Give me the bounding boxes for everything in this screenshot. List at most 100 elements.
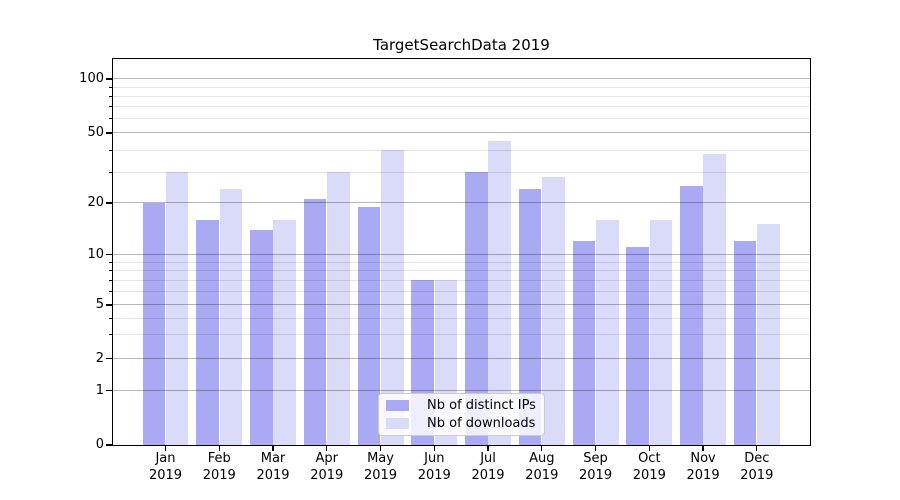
y-tick-label-10: 10: [87, 246, 104, 262]
legend-label-downloads: Nb of downloads: [427, 416, 536, 431]
legend-item-distinct-ips: Nb of distinct IPs: [386, 398, 536, 413]
y-minor-tick-4: [109, 317, 113, 319]
gridline-minor-70: [112, 106, 811, 108]
y-tick-1: [106, 389, 113, 392]
bar-downloads-may: [380, 150, 404, 446]
bar-ips-jul: [465, 172, 488, 446]
chart-title: TargetSearchData 2019: [373, 36, 550, 54]
bar-ips-may: [357, 206, 381, 446]
gridline-minor-3: [112, 334, 811, 336]
bar-downloads-oct: [649, 219, 673, 446]
legend-swatch-downloads: [386, 418, 409, 429]
gridline-minor-30: [112, 171, 811, 173]
y-minor-tick-70: [109, 106, 113, 108]
x-tick-label-nov: Nov 2019: [686, 451, 720, 483]
gridline-minor-9: [112, 261, 811, 263]
gridline-major-5: [112, 304, 811, 306]
y-tick-20: [106, 202, 113, 204]
x-tick-jul: [487, 446, 489, 451]
bar-downloads-sep: [595, 219, 619, 446]
bar-downloads-mar: [273, 219, 296, 446]
bar-downloads-dec: [757, 224, 780, 446]
y-minor-tick-6: [109, 291, 113, 293]
x-tick-label-jan: Jan 2019: [148, 451, 183, 483]
y-tick-label-50: 50: [87, 125, 104, 140]
bar-ips-sep: [572, 240, 596, 446]
plot-area: Nb of distinct IPs Nb of downloads: [112, 58, 811, 446]
y-minor-tick-3: [109, 334, 113, 336]
bar-downloads-aug: [542, 177, 565, 446]
y-minor-tick-60: [109, 118, 113, 120]
x-tick-sep: [594, 446, 597, 451]
gridline-minor-7: [112, 279, 811, 281]
y-tick-label-2: 2: [95, 350, 104, 366]
x-tick-may: [379, 446, 382, 451]
bar-downloads-nov: [703, 153, 727, 446]
gridline-minor-80: [112, 95, 811, 97]
bar-ips-apr: [303, 199, 327, 446]
bar-ips-mar: [250, 229, 273, 446]
x-tick-apr: [326, 446, 328, 451]
bar-downloads-jan: [165, 172, 189, 446]
x-tick-label-jul: Jul 2019: [471, 451, 505, 483]
y-tick-100: [106, 78, 113, 80]
y-tick-0: [106, 444, 113, 446]
y-minor-tick-90: [109, 86, 113, 88]
x-tick-jan: [164, 446, 167, 451]
x-tick-mar: [272, 446, 274, 451]
x-tick-jun: [433, 446, 435, 451]
gridline-minor-60: [112, 118, 811, 120]
x-tick-label-dec: Dec 2019: [740, 451, 774, 483]
y-tick-2: [106, 357, 113, 360]
gridline-major-20: [112, 202, 811, 204]
y-minor-tick-30: [109, 171, 113, 173]
y-minor-tick-40: [109, 149, 113, 151]
y-minor-tick-80: [109, 95, 113, 97]
x-tick-label-aug: Aug 2019: [525, 451, 559, 483]
bar-downloads-jul: [488, 141, 512, 446]
legend-swatch-ips: [386, 400, 409, 411]
gridline-major-50: [112, 132, 811, 134]
bar-ips-nov: [680, 185, 703, 446]
gridline-minor-4: [112, 317, 811, 319]
bar-ips-aug: [518, 189, 542, 446]
y-tick-label-5: 5: [95, 297, 104, 312]
x-tick-nov: [702, 446, 704, 451]
x-tick-label-oct: Oct 2019: [632, 451, 666, 483]
y-tick-label-20: 20: [87, 195, 104, 210]
x-tick-oct: [648, 446, 650, 451]
gridline-minor-8: [112, 270, 811, 272]
x-tick-label-jun: Jun 2019: [417, 451, 451, 483]
y-minor-tick-9: [109, 261, 113, 263]
y-minor-tick-7: [109, 279, 113, 281]
y-minor-tick-8: [109, 270, 113, 272]
x-tick-label-sep: Sep 2019: [579, 451, 613, 483]
y-tick-10: [106, 253, 113, 256]
gridline-minor-40: [112, 149, 811, 151]
x-tick-aug: [541, 446, 543, 451]
legend-item-downloads: Nb of downloads: [386, 416, 536, 431]
x-tick-dec: [756, 446, 758, 451]
x-tick-label-may: May 2019: [363, 451, 398, 483]
legend-label-distinct-ips: Nb of distinct IPs: [427, 398, 536, 413]
bars-layer: [112, 58, 811, 446]
gridline-major-2: [112, 357, 811, 359]
grid-layer: [112, 58, 811, 446]
gridline-minor-90: [112, 86, 811, 88]
legend: Nb of distinct IPs Nb of downloads: [378, 393, 545, 436]
bar-ips-dec: [733, 240, 757, 446]
bar-downloads-feb: [219, 189, 243, 446]
x-tick-label-apr: Apr 2019: [310, 451, 344, 483]
gridline-major-100: [112, 78, 811, 80]
bar-downloads-apr: [327, 172, 350, 446]
gridline-minor-6: [112, 291, 811, 293]
y-tick-label-0: 0: [95, 437, 104, 452]
x-tick-label-mar: Mar 2019: [256, 451, 290, 483]
x-tick-label-feb: Feb 2019: [202, 451, 236, 483]
gridline-major-1: [112, 389, 811, 391]
bar-ips-feb: [196, 219, 219, 446]
x-tick-feb: [218, 446, 220, 451]
gridline-major-10: [112, 253, 811, 255]
y-tick-label-100: 100: [79, 71, 104, 86]
